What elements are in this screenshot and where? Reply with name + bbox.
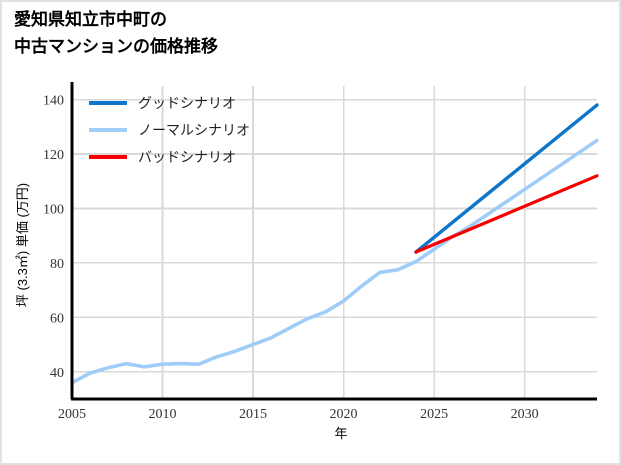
y-tick-label: 120 xyxy=(43,148,64,163)
plot-series-group xyxy=(70,103,599,385)
y-tick-label: 40 xyxy=(50,366,64,381)
x-tick-label: 2005 xyxy=(58,407,86,422)
legend-label-ノーマルシナリオ: ノーマルシナリオ xyxy=(138,124,250,139)
y-axis-tick-labels: 40 60 80 100 120 140 xyxy=(43,94,64,381)
series-line-ノーマルシナリオ xyxy=(70,138,599,385)
series-line-バッドシナリオ xyxy=(414,174,599,254)
gridlines xyxy=(71,86,597,399)
x-tick-label: 2030 xyxy=(511,407,539,422)
y-tick-label: 100 xyxy=(43,202,64,217)
legend-label-バッドシナリオ: バッドシナリオ xyxy=(138,151,236,166)
series-line-グッドシナリオ xyxy=(414,103,599,254)
y-tick-label: 60 xyxy=(50,311,64,326)
legend-label-グッドシナリオ: グッドシナリオ xyxy=(138,96,236,112)
chart-title-line-1: 愛知県知立市中町の xyxy=(14,9,167,29)
x-axis-label: 年 xyxy=(334,426,347,441)
chart-title-line-2: 中古マンションの価格推移 xyxy=(14,36,218,56)
y-axis-label: 坪 (3.3㎡) 単価 (万円) xyxy=(15,183,30,307)
x-axis-tick-labels: 2005 2010 2015 2020 2025 2030 xyxy=(58,407,539,422)
x-tick-label: 2025 xyxy=(420,407,448,422)
y-tick-label: 80 xyxy=(50,257,64,272)
x-tick-label: 2010 xyxy=(149,407,177,422)
x-tick-label: 2015 xyxy=(239,407,267,422)
y-tick-label: 140 xyxy=(43,94,64,109)
axis-lines xyxy=(70,82,597,401)
x-tick-label: 2020 xyxy=(330,407,358,422)
